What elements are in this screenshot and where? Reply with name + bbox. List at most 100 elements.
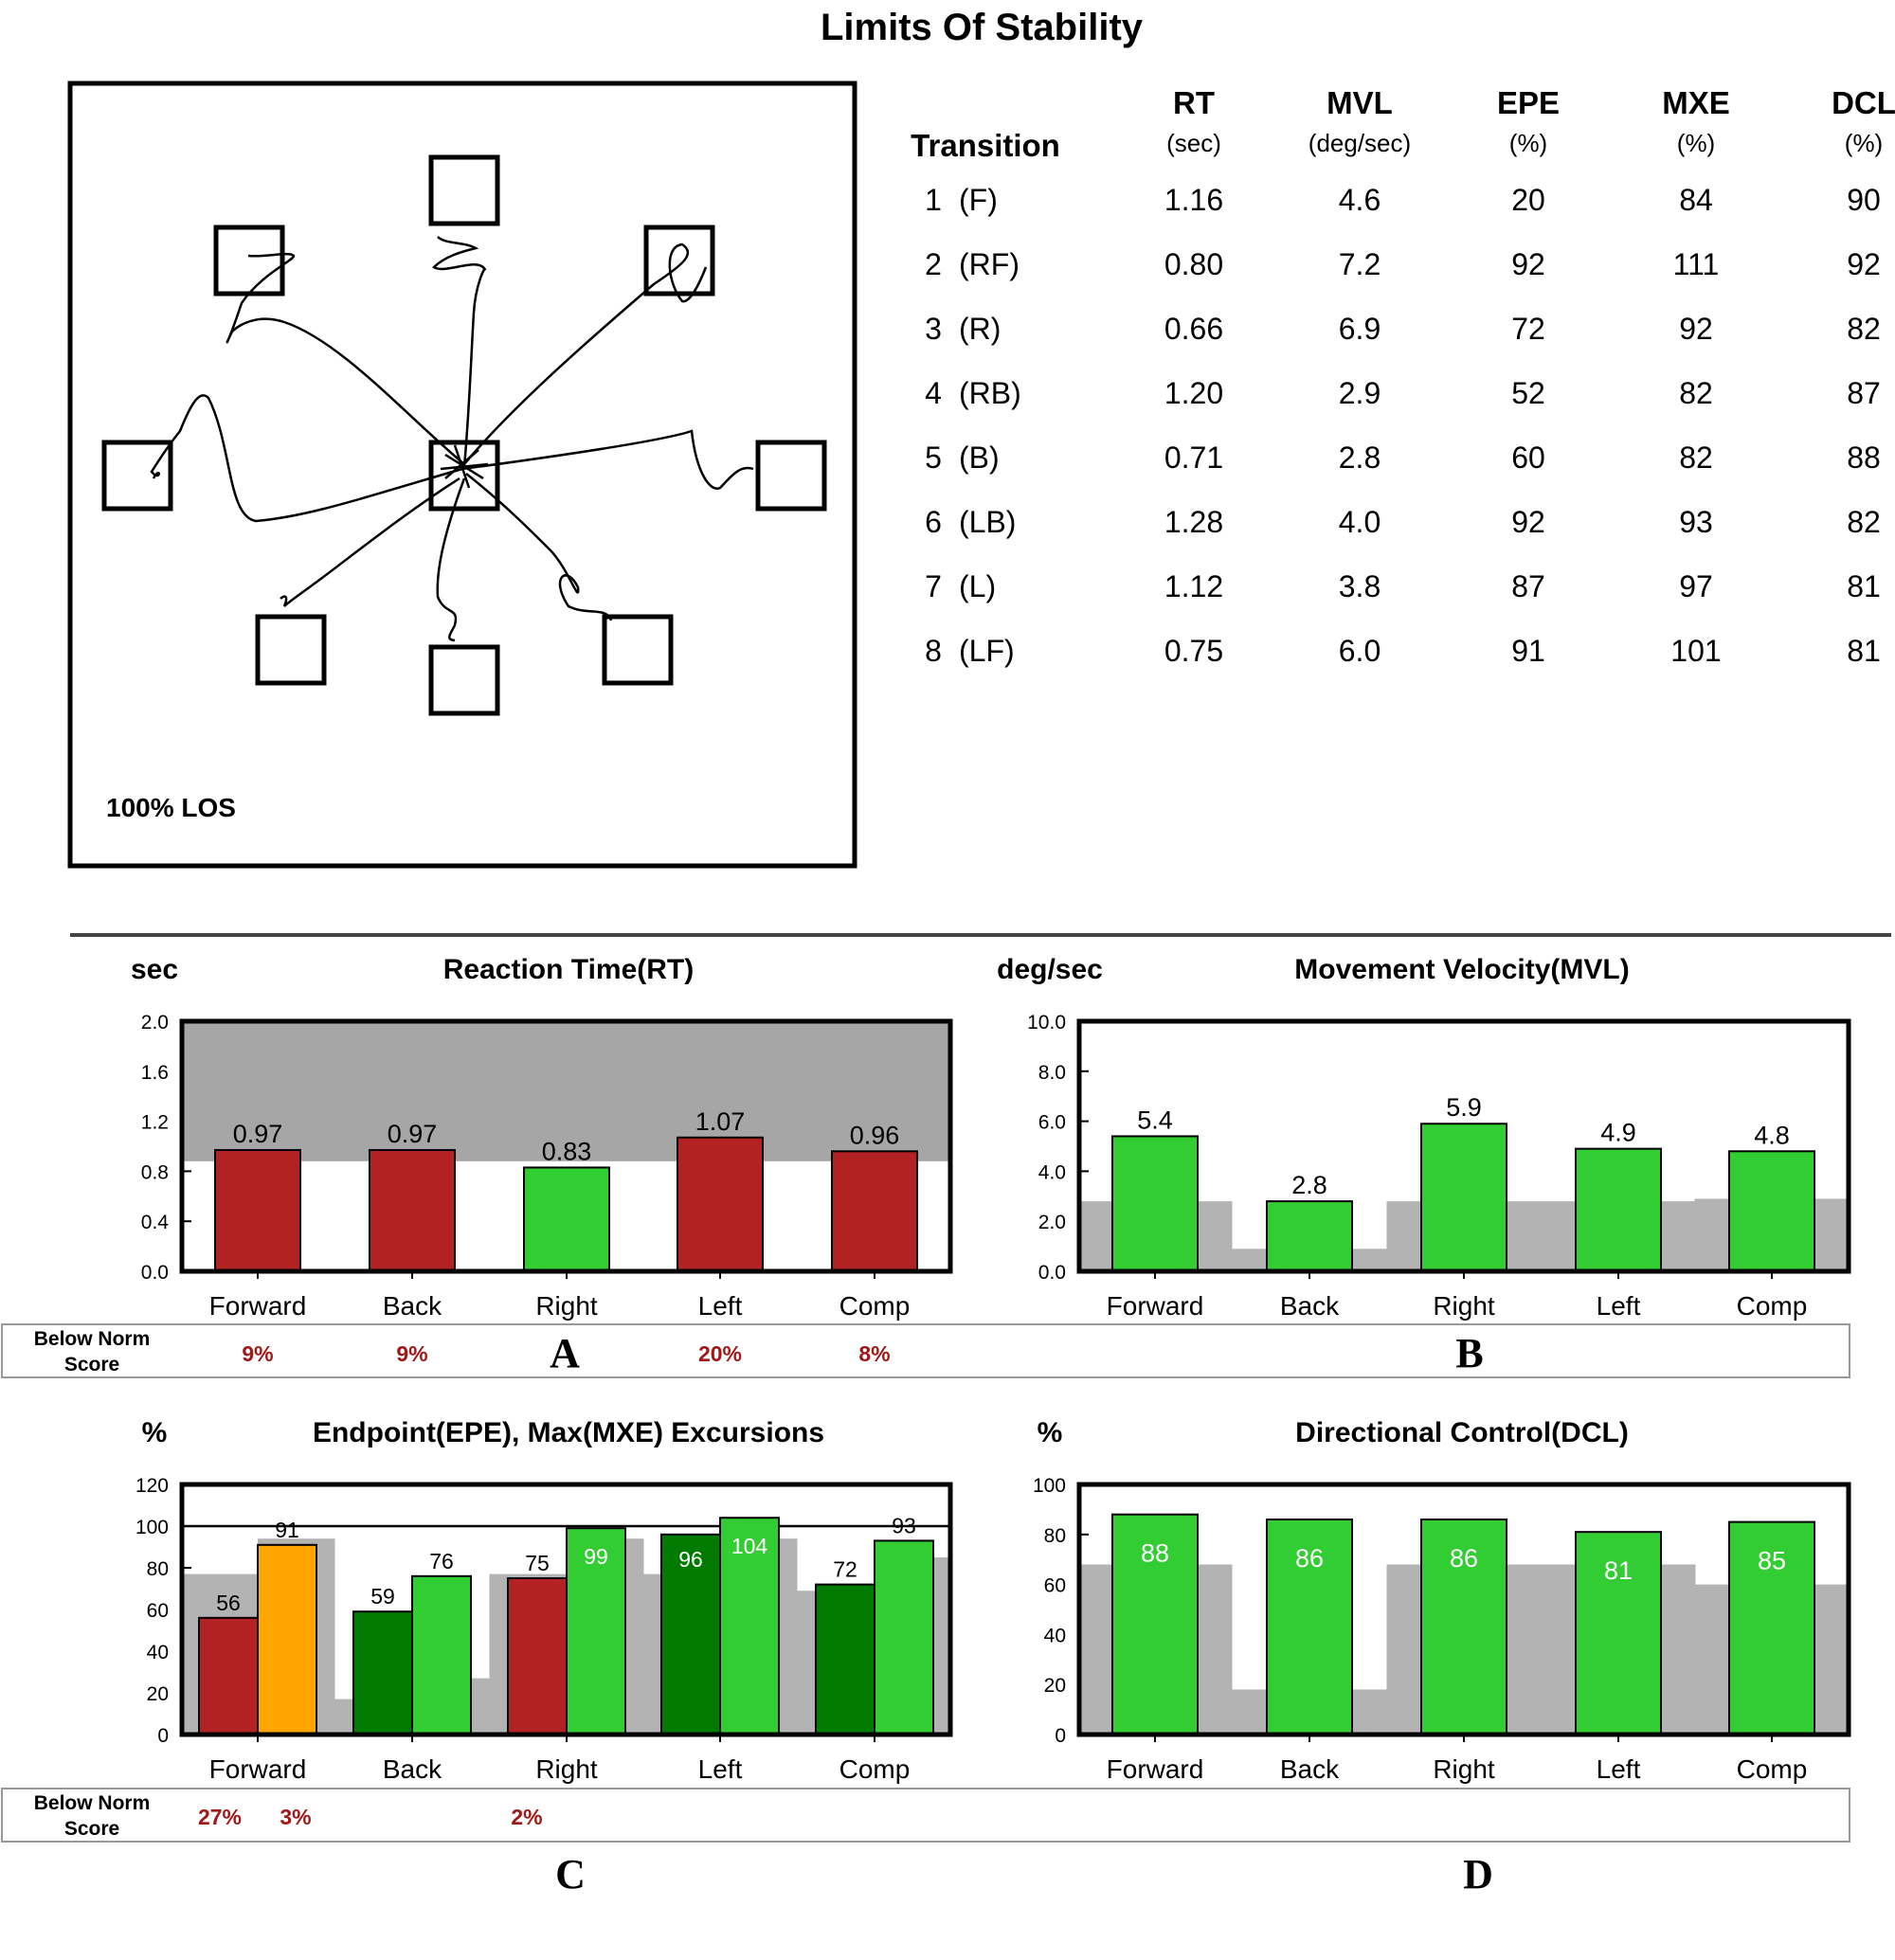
data-label-mxe: 104 [731, 1534, 768, 1558]
table-rows: 1 (F) 1.16 4.6 20 84 902 (RF) 0.80 7.2 92 111 923 (R)… [925, 183, 1881, 668]
row-number: 6 [925, 505, 942, 539]
norm-band [182, 1021, 950, 1161]
data-label-mxe: 91 [275, 1518, 299, 1542]
cell-epe: 92 [1511, 247, 1545, 281]
los-label: 100% LOS [106, 793, 236, 822]
data-label: 1.07 [695, 1107, 746, 1136]
table-row: 6 (LB) 1.28 4.0 92 93 82 [925, 505, 1881, 539]
y-tick-label: 80 [147, 1558, 169, 1580]
target-right [755, 440, 827, 512]
data-label-epe: 72 [833, 1557, 857, 1582]
x-tick-label: Forward [209, 1291, 307, 1321]
table-header-transition: Transition [911, 128, 1060, 163]
data-label: 5.9 [1446, 1093, 1482, 1122]
target-right-back [602, 614, 674, 686]
table-unit-mvl: (deg/sec) [1308, 129, 1411, 157]
x-tick-label: Right [1433, 1754, 1495, 1784]
x-tick-label: Left [1597, 1291, 1641, 1321]
cell-mvl: 6.0 [1339, 634, 1381, 668]
below-norm-value: 3% [280, 1805, 311, 1829]
target-center [428, 440, 500, 512]
cell-mxe: 82 [1679, 376, 1713, 410]
bar-mxe [257, 1543, 317, 1736]
cell-mxe: 93 [1679, 505, 1713, 539]
x-tick-label: Right [535, 1291, 598, 1321]
y-tick-label: 60 [1044, 1575, 1066, 1597]
los-plot-frame [67, 81, 857, 869]
chart-title: Reaction Time(RT) [443, 954, 694, 985]
x-tick-label: Forward [209, 1754, 307, 1784]
cell-epe: 60 [1511, 441, 1545, 475]
row-direction: (B) [959, 441, 1000, 475]
cell-epe: 20 [1511, 183, 1545, 217]
cell-mxe: 97 [1679, 569, 1713, 603]
x-tick-label: Right [1433, 1291, 1495, 1321]
transition-table: Transition RT (sec) MVL (deg/sec) EPE (%… [911, 85, 1895, 668]
bar [1420, 1518, 1507, 1735]
y-tick-label: 100 [1033, 1475, 1066, 1497]
below-norm-value: 20% [698, 1341, 742, 1366]
below-norm-value: 9% [242, 1341, 273, 1366]
x-tick-label: Right [535, 1754, 598, 1784]
bar-epe [815, 1583, 875, 1735]
data-label: 0.83 [542, 1137, 592, 1165]
chart-title: Endpoint(EPE), Max(MXE) Excursions [313, 1417, 824, 1448]
target-back [428, 644, 500, 716]
below-norm-label-bottom: Below Norm Score [34, 1792, 151, 1840]
below-norm-label-top: Below Norm Score [34, 1328, 151, 1376]
bar [1266, 1200, 1353, 1272]
table-row: 4 (RB) 1.20 2.9 52 82 87 [925, 376, 1881, 410]
y-tick-label: 2.0 [141, 1012, 169, 1034]
data-label-mxe: 99 [584, 1544, 608, 1569]
row-number: 3 [925, 312, 942, 346]
data-label: 5.4 [1137, 1106, 1173, 1134]
sway-traces [150, 236, 754, 642]
data-label: 4.8 [1754, 1121, 1790, 1149]
row-number: 5 [925, 441, 942, 475]
row-direction: (RB) [959, 376, 1021, 410]
data-label-epe: 56 [216, 1591, 241, 1615]
cell-mvl: 4.6 [1339, 183, 1381, 217]
x-tick-label: Left [698, 1291, 743, 1321]
panel-label-b: B [1455, 1330, 1483, 1376]
bar [214, 1148, 301, 1272]
x-tick-label: Forward [1107, 1291, 1204, 1321]
cell-mxe: 92 [1679, 312, 1713, 346]
table-header-dcl: DCL [1832, 85, 1895, 120]
cell-mxe: 84 [1679, 183, 1713, 217]
cell-rt: 0.80 [1164, 247, 1223, 281]
data-label-mxe: 76 [429, 1549, 454, 1573]
bar [677, 1136, 764, 1273]
y-tick-label: 60 [147, 1600, 169, 1622]
row-number: 1 [925, 183, 942, 217]
cell-mxe: 82 [1679, 441, 1713, 475]
y-tick-label: 100 [135, 1517, 169, 1538]
cell-epe: 87 [1511, 569, 1545, 603]
table-unit-rt: (sec) [1166, 129, 1221, 157]
x-tick-label: Left [698, 1754, 743, 1784]
reaction-time-chart: sec Reaction Time(RT) 0.0 0.4 0.8 1.2 1.6 2.0 0.… [131, 954, 953, 1321]
cell-mvl: 7.2 [1339, 247, 1381, 281]
bar-epe [352, 1610, 413, 1735]
below-norm-box-top [1, 1323, 1850, 1378]
below-norm-value: 8% [858, 1341, 890, 1366]
target-left [101, 440, 173, 512]
cell-mvl: 3.8 [1339, 569, 1381, 603]
chart-y-unit: % [1038, 1417, 1063, 1448]
bar [1575, 1147, 1662, 1273]
movement-velocity-chart: deg/sec Movement Velocity(MVL) 0.0 2.0 4.0 6.… [997, 954, 1851, 1321]
cell-mvl: 4.0 [1339, 505, 1381, 539]
cell-rt: 1.16 [1164, 183, 1223, 217]
data-label: 85 [1758, 1547, 1786, 1575]
cell-dcl: 92 [1847, 247, 1881, 281]
chart-y-unit: sec [131, 954, 178, 985]
x-tick-label: Back [383, 1754, 442, 1784]
cell-dcl: 81 [1847, 569, 1881, 603]
y-tick-label: 1.6 [141, 1062, 169, 1084]
cell-rt: 0.66 [1164, 312, 1223, 346]
cell-epe: 92 [1511, 505, 1545, 539]
table-unit-mxe: (%) [1677, 129, 1715, 157]
page-title: Limits Of Stability [821, 7, 1144, 48]
y-tick-label: 20 [1044, 1675, 1066, 1697]
x-tick-label: Back [383, 1291, 442, 1321]
